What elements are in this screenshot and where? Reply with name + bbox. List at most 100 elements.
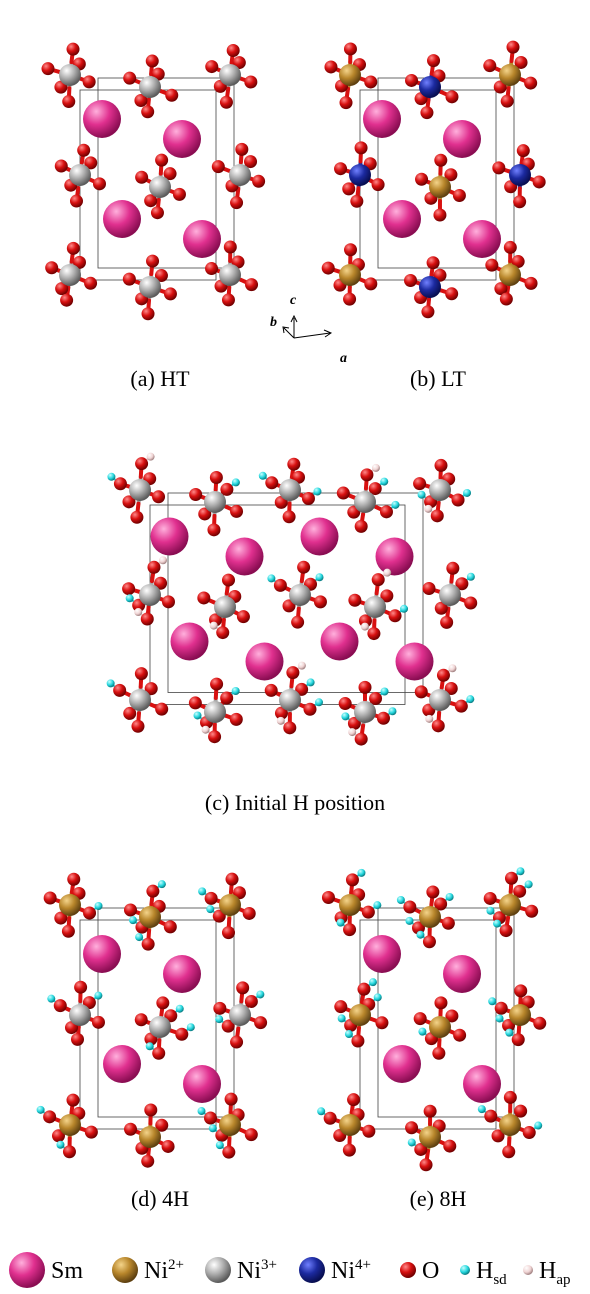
atom-o <box>517 144 530 157</box>
atom-sm <box>226 538 264 576</box>
legend-swatch <box>299 1257 325 1283</box>
atom-o <box>216 626 229 639</box>
atom-o <box>173 188 186 201</box>
legend-label: Hsd <box>476 1258 507 1288</box>
panel-label: (d) 4H <box>131 1186 189 1211</box>
atom-o <box>364 277 377 290</box>
atom-ni <box>59 264 81 286</box>
atom-o <box>413 477 426 490</box>
atom-o <box>142 938 155 951</box>
legend-swatch <box>9 1252 45 1288</box>
atom-h <box>267 574 275 582</box>
atom-o <box>484 892 497 905</box>
panel-label: (e) 8H <box>410 1186 467 1211</box>
atom-o <box>360 468 373 481</box>
atom-o <box>142 307 155 320</box>
atom-ni <box>289 584 311 606</box>
atom-h <box>337 919 345 927</box>
atom-h <box>397 896 405 904</box>
atom-o <box>197 591 210 604</box>
atom-o <box>205 892 218 905</box>
atom-o <box>334 162 347 175</box>
atom-o <box>420 1158 433 1171</box>
atom-ni <box>59 64 81 86</box>
atom-o <box>62 925 75 938</box>
atom-h <box>176 1005 184 1013</box>
atom-h <box>187 1023 195 1031</box>
atom-h <box>493 920 501 928</box>
atom-h <box>357 869 365 877</box>
legend-sup: 3+ <box>261 1257 277 1273</box>
atom-h <box>496 1014 504 1022</box>
atom-o <box>337 487 350 500</box>
atom-sm <box>463 1065 501 1103</box>
atom-o <box>500 924 513 937</box>
atom-h <box>488 997 496 1005</box>
atom-h <box>232 478 240 486</box>
atom-o <box>93 177 106 190</box>
atom-o <box>427 256 440 269</box>
atom-o <box>375 1016 388 1029</box>
atom-ni <box>429 689 451 711</box>
atom-ni <box>419 76 441 98</box>
atom-o <box>222 926 235 939</box>
legend-swatch <box>205 1257 231 1283</box>
atom-o <box>340 96 353 109</box>
legend-name: Ni <box>237 1258 261 1284</box>
atom-o <box>415 173 428 186</box>
atom-o <box>485 259 498 272</box>
atom-h <box>369 978 377 986</box>
atom-sm <box>246 643 284 681</box>
atom-ni <box>499 264 521 286</box>
atom-o <box>405 74 418 87</box>
atom-h <box>129 916 137 924</box>
atom-h <box>315 698 323 706</box>
atom-ni <box>229 1004 251 1026</box>
atom-o <box>243 907 256 920</box>
atom-o <box>525 905 538 918</box>
atom-h <box>95 902 103 910</box>
atom-o <box>343 923 356 936</box>
atom-o <box>85 1126 98 1139</box>
atom-h <box>424 505 432 513</box>
legend-label: Ni4+ <box>331 1257 371 1284</box>
panel-label: (b) LT <box>410 366 467 391</box>
atom-o <box>77 144 90 157</box>
atom-o <box>213 1002 226 1015</box>
atom-sm <box>183 1065 221 1103</box>
atom-ni <box>339 264 361 286</box>
atom-ni <box>279 479 301 501</box>
atom-h <box>107 473 115 481</box>
atom-o <box>244 76 257 89</box>
atom-o <box>162 595 175 608</box>
atom-o <box>344 42 357 55</box>
legend-name: Sm <box>51 1258 83 1284</box>
atom-o <box>222 1146 235 1159</box>
atom-o <box>350 195 363 208</box>
atom-o <box>43 1110 56 1123</box>
atom-o <box>348 594 361 607</box>
atom-h <box>316 573 324 581</box>
atom-o <box>364 75 377 88</box>
atom-o <box>432 1047 445 1060</box>
atom-sm <box>363 935 401 973</box>
atom-h <box>516 867 524 875</box>
atom-o <box>212 160 225 173</box>
atom-h <box>425 715 433 723</box>
atom-h <box>209 1124 217 1132</box>
atom-o <box>245 1128 258 1141</box>
atom-o <box>245 278 258 291</box>
atom-h <box>338 1014 346 1022</box>
atom-ni <box>279 689 301 711</box>
atom-o <box>222 574 235 587</box>
atom-o <box>507 41 520 54</box>
atom-sm <box>443 120 481 158</box>
atom-h <box>408 1138 416 1146</box>
atom-o <box>164 920 177 933</box>
atom-ni <box>339 64 361 86</box>
atom-o <box>230 1036 243 1049</box>
atom-h <box>388 707 396 715</box>
atom-ni <box>69 164 91 186</box>
atom-o <box>123 273 136 286</box>
atom-o <box>70 195 83 208</box>
